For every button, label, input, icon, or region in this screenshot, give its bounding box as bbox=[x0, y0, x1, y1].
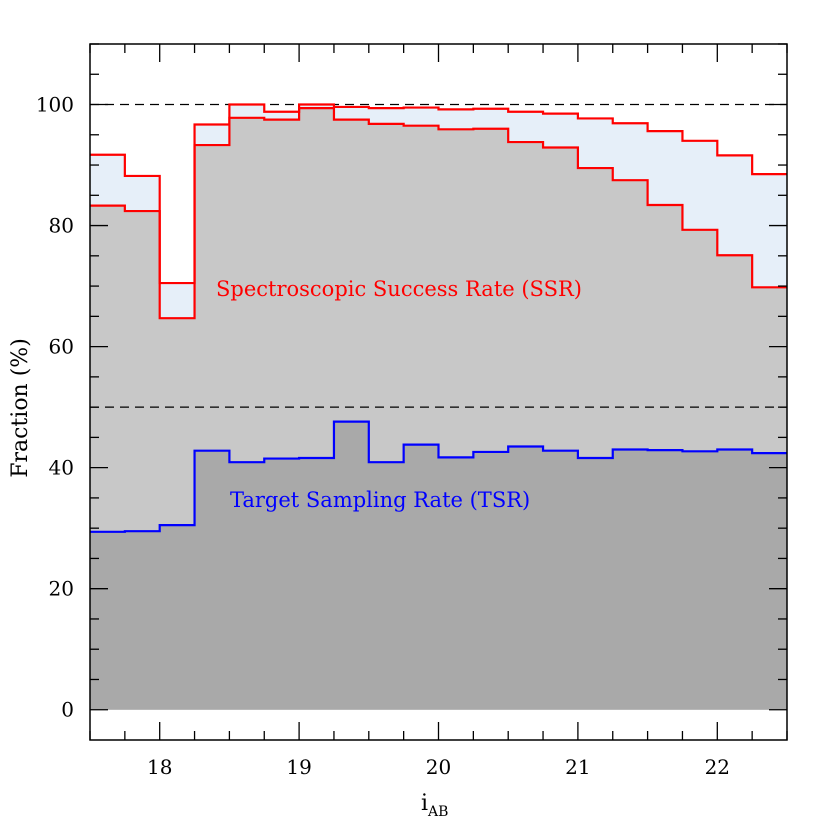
fill-layer bbox=[90, 104, 787, 710]
ssr-upper-line bbox=[90, 103, 787, 285]
y-tick-label: 20 bbox=[49, 577, 74, 601]
tsr-area bbox=[90, 421, 787, 710]
tick-labels: 18 19 20 21 22 0 20 40 60 80 100 bbox=[36, 93, 730, 779]
tsr-annotation: Target Sampling Rate (TSR) bbox=[230, 488, 530, 512]
x-tick-label: 22 bbox=[705, 755, 730, 779]
y-tick-label: 40 bbox=[49, 456, 74, 480]
reference-lines bbox=[90, 103, 787, 408]
x-tick-label: 20 bbox=[426, 755, 451, 779]
x-tick-label: 21 bbox=[565, 755, 590, 779]
x-tick-label: 18 bbox=[147, 755, 172, 779]
x-axis-title: iAB bbox=[421, 791, 448, 820]
x-axis-title-sub: AB bbox=[427, 804, 448, 820]
x-tick-label: 19 bbox=[286, 755, 311, 779]
tsr-line bbox=[90, 420, 787, 533]
step-lines bbox=[90, 103, 787, 533]
y-tick-label: 0 bbox=[61, 698, 74, 722]
y-tick-label: 80 bbox=[49, 214, 74, 238]
axis-ticks bbox=[89, 43, 788, 740]
y-tick-label: 60 bbox=[49, 335, 74, 359]
x-axis-title-main: i bbox=[421, 791, 428, 816]
ssr-annotation: Spectroscopic Success Rate (SSR) bbox=[216, 277, 582, 301]
ssr-lower-line bbox=[90, 107, 787, 320]
y-axis-title: Fraction (%) bbox=[8, 338, 33, 478]
y-tick-label: 100 bbox=[36, 93, 74, 117]
ssr-band-fill bbox=[90, 104, 787, 319]
